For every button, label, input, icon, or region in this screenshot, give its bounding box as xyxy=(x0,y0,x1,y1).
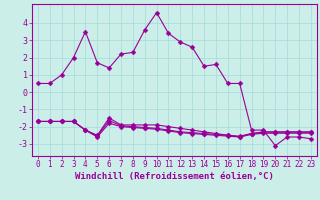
X-axis label: Windchill (Refroidissement éolien,°C): Windchill (Refroidissement éolien,°C) xyxy=(75,172,274,181)
